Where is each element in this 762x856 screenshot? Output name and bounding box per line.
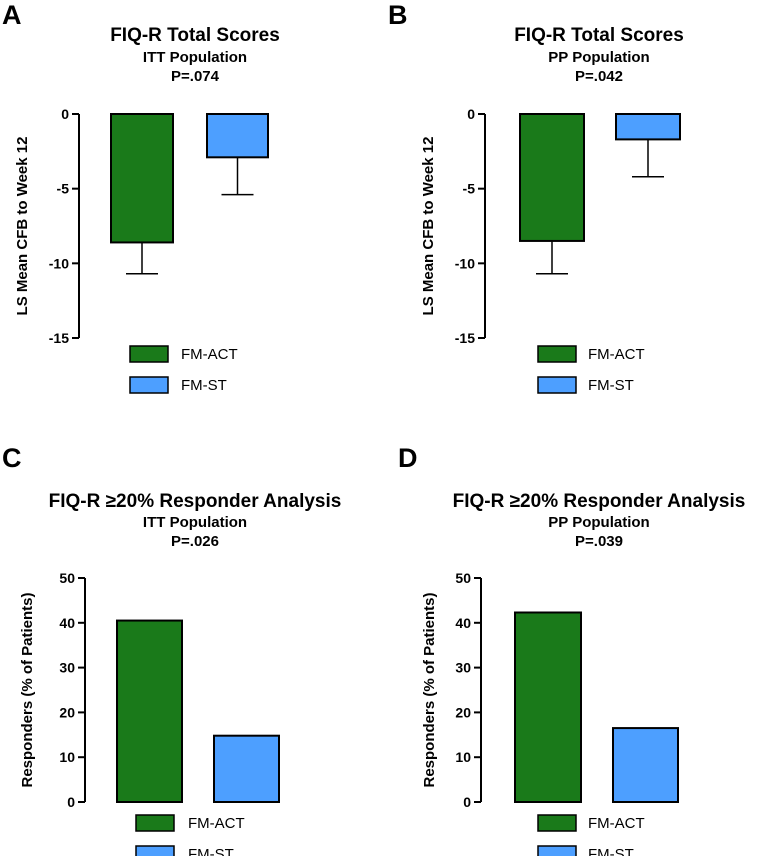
legend-label: FM-ACT: [181, 346, 238, 363]
y-tick-label: 40: [455, 615, 471, 631]
y-tick-label: 10: [455, 749, 471, 765]
y-tick-label: 0: [67, 794, 75, 810]
y-tick-label: -5: [463, 181, 476, 197]
p-value: P=.026: [171, 533, 219, 550]
y-axis-label: Responders (% of Patients): [19, 592, 36, 787]
y-tick-label: -15: [49, 330, 69, 346]
chart-title: FIQ-R ≥20% Responder Analysis: [49, 491, 342, 512]
legend-swatch-fm-st: [537, 376, 577, 394]
panel-c: C FIQ-R ≥20% Responder Analysis ITT Popula…: [2, 443, 341, 856]
bar-fm-st: [615, 113, 681, 141]
y-tick-label: -15: [455, 330, 475, 346]
chart-title: FIQ-R Total Scores: [514, 25, 684, 46]
legend-swatch-fm-act: [135, 814, 175, 832]
y-tick-label: 0: [61, 106, 69, 122]
legend-swatch-fm-st: [135, 845, 175, 856]
y-axis-label: LS Mean CFB to Week 12: [420, 137, 437, 316]
legend-label: FM-ST: [181, 377, 227, 394]
y-tick-label: 10: [59, 749, 75, 765]
p-value: P=.039: [575, 533, 623, 550]
legend-swatch-fm-act: [537, 345, 577, 363]
bar-fm-st: [612, 727, 679, 804]
y-tick-label: 20: [455, 704, 471, 720]
panel-label: C: [2, 443, 22, 473]
panel-label: B: [388, 0, 408, 30]
panel-label: A: [2, 0, 22, 30]
bar-fm-act: [519, 113, 585, 242]
y-tick-label: 30: [455, 660, 471, 676]
p-value: P=.074: [171, 68, 220, 85]
bar-fm-st: [206, 113, 269, 159]
y-tick-label: 40: [59, 615, 75, 631]
y-tick-label: -10: [49, 255, 69, 271]
y-tick-label: 30: [59, 660, 75, 676]
legend-swatch-fm-st: [537, 845, 577, 856]
panel-a: A FIQ-R Total Scores ITT Population P=.074 L…: [2, 0, 280, 394]
y-tick-label: 20: [59, 704, 75, 720]
y-axis-label: Responders (% of Patients): [421, 592, 438, 787]
panel-label: D: [398, 443, 418, 473]
legend-label: FM-ST: [588, 377, 634, 394]
y-tick-label: 0: [467, 106, 475, 122]
chart-subtitle: PP Population: [548, 49, 649, 66]
chart-title: FIQ-R Total Scores: [110, 25, 280, 46]
bar-fm-act: [116, 619, 183, 803]
p-value: P=.042: [575, 68, 623, 85]
legend-label: FM-ST: [588, 846, 634, 856]
y-tick-label: 0: [463, 794, 471, 810]
chart-title: FIQ-R ≥20% Responder Analysis: [453, 491, 746, 512]
chart-subtitle: ITT Population: [143, 49, 247, 66]
chart-subtitle: ITT Population: [143, 514, 247, 531]
legend-swatch-fm-st: [129, 376, 169, 394]
y-tick-label: -10: [455, 255, 475, 271]
y-axis-label: LS Mean CFB to Week 12: [14, 137, 31, 316]
bar-fm-act: [514, 611, 582, 803]
panel-d: D FIQ-R ≥20% Responder Analysis PP Populat…: [398, 443, 745, 856]
legend-label: FM-ACT: [588, 815, 645, 832]
bar-fm-st: [213, 734, 280, 803]
legend-label: FM-ACT: [588, 346, 645, 363]
panel-b: B FIQ-R Total Scores PP Population P=.042 LS…: [388, 0, 684, 394]
chart-subtitle: PP Population: [548, 514, 649, 531]
bar-fm-act: [110, 113, 174, 244]
legend-swatch-fm-act: [129, 345, 169, 363]
legend-label: FM-ST: [188, 846, 234, 856]
legend-label: FM-ACT: [188, 815, 245, 832]
y-tick-label: 50: [455, 570, 471, 586]
y-tick-label: -5: [57, 181, 70, 197]
legend-swatch-fm-act: [537, 814, 577, 832]
y-tick-label: 50: [59, 570, 75, 586]
